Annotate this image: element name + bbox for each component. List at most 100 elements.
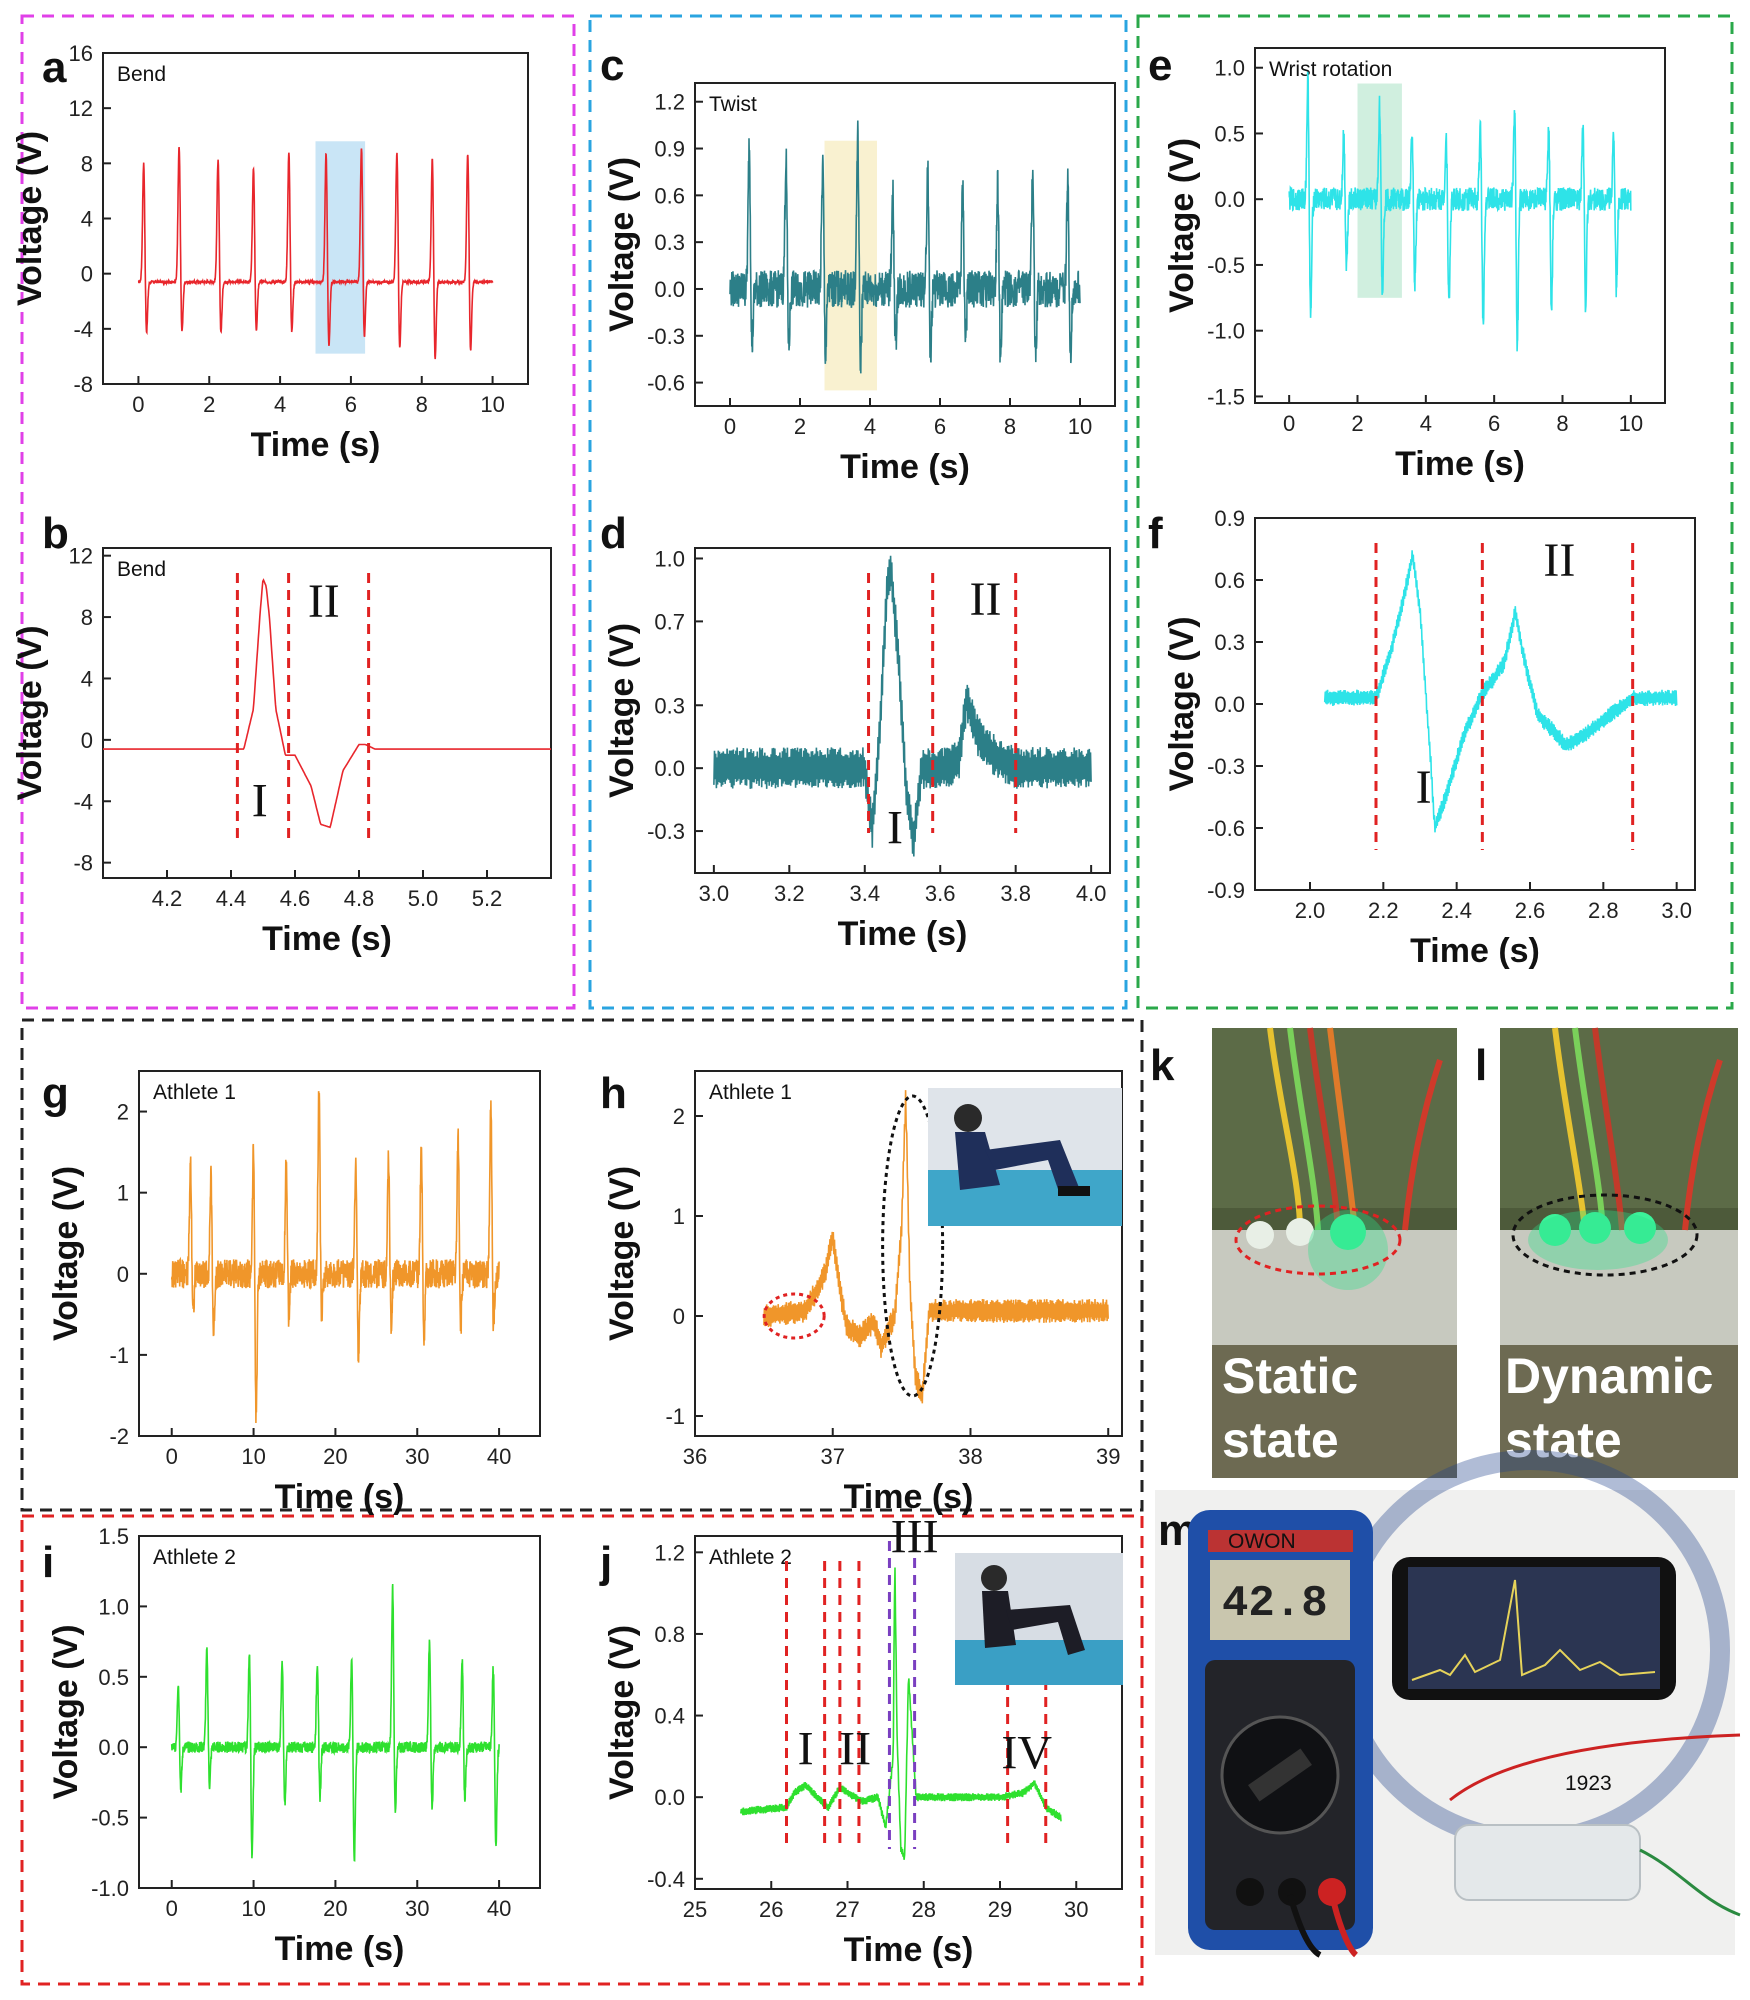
y-tick-label: 0.4 <box>654 1704 685 1729</box>
x-tick-label: 6 <box>345 392 357 417</box>
photo-l: l Dynamic state <box>1475 1027 1738 1478</box>
series-line <box>170 1583 500 1862</box>
y-tick-label: 0.5 <box>1214 121 1245 146</box>
series-line <box>740 1567 1062 1860</box>
plot-frame <box>694 1070 1123 1437</box>
phase-label: IV <box>1001 1727 1052 1780</box>
y-tick-label: -8 <box>73 851 93 876</box>
x-tick-label: 4.0 <box>1076 881 1107 906</box>
photo-l-text-2: state <box>1505 1412 1622 1468</box>
y-tick-label: 1 <box>673 1204 685 1229</box>
y-tick-label: -0.6 <box>647 371 685 396</box>
y-tick-label: 4 <box>81 666 93 691</box>
panel-label-b: b <box>42 509 69 558</box>
x-axis-label: Time (s) <box>844 1931 974 1969</box>
phase-label: II <box>970 573 1002 626</box>
y-tick-label: -1.0 <box>1207 319 1245 344</box>
panel-label-k: k <box>1150 1041 1175 1090</box>
plot-frame <box>138 1070 541 1437</box>
x-axis-label: Time (s) <box>840 448 970 486</box>
series-line <box>137 146 494 360</box>
x-tick-label: 8 <box>1004 414 1016 439</box>
x-tick-label: 4 <box>864 414 876 439</box>
x-tick-label: 20 <box>323 1896 347 1921</box>
group-box-ab <box>20 14 576 1010</box>
y-tick-label: 0.7 <box>654 609 685 634</box>
x-tick-label: 20 <box>323 1444 347 1469</box>
y-tick-label: 0.8 <box>654 1622 685 1647</box>
y-tick-label: 1 <box>117 1181 129 1206</box>
peak-region-ellipse <box>881 1094 945 1398</box>
x-tick-label: 4.2 <box>152 886 183 911</box>
y-tick-label: 0 <box>81 728 93 753</box>
photo-k-text-1: Static <box>1222 1348 1358 1404</box>
y-tick-label: -0.3 <box>647 324 685 349</box>
panel-label-e: e <box>1148 41 1172 90</box>
y-tick-label: -0.6 <box>1207 816 1245 841</box>
y-tick-label: 1.0 <box>654 546 685 571</box>
x-axis-label: Time (s) <box>262 920 392 958</box>
group-box-ef <box>1136 14 1734 1010</box>
y-tick-label: -2 <box>109 1424 129 1449</box>
x-tick-label: 4.8 <box>344 886 375 911</box>
y-tick-label: 16 <box>69 41 93 66</box>
chart-f: f -0.9 -0.6 -0.3 0.0 0.3 0.6 0.9 2.0 2.2 2.4 2.6 2.8… <box>1148 506 1696 970</box>
x-axis-label: Time (s) <box>251 426 381 464</box>
y-tick-label: -0.5 <box>91 1806 129 1831</box>
y-tick-label: -8 <box>73 372 93 397</box>
y-axis-label: Voltage (V) <box>47 1166 85 1341</box>
y-tick-label: -1.5 <box>1207 384 1245 409</box>
x-tick-label: 30 <box>405 1896 429 1921</box>
x-axis-label: Time (s) <box>275 1930 405 1968</box>
chart-d: d -0.3 0.0 0.3 0.7 1.0 3.0 3.2 3.4 3.6 3.8 4.0 Time … <box>600 509 1111 953</box>
x-tick-label: 0 <box>166 1896 178 1921</box>
y-axis-label: Voltage (V) <box>603 1625 641 1800</box>
y-tick-label: 0.0 <box>1214 187 1245 212</box>
panel-label-l: l <box>1475 1041 1487 1090</box>
athlete2-photo-inset <box>955 1553 1123 1685</box>
y-tick-label: 12 <box>69 96 93 121</box>
x-tick-label: 4 <box>274 392 286 417</box>
x-axis-label: Time (s) <box>844 1478 974 1516</box>
x-tick-label: 2 <box>794 414 806 439</box>
series-line <box>170 1091 500 1424</box>
panel-label-g: g <box>42 1069 69 1118</box>
highlight-region <box>315 141 366 354</box>
x-tick-label: 8 <box>1556 411 1568 436</box>
chart-j: j -0.4 0.0 0.4 0.8 1.2 25 26 27 28 29 30 Time (s) Vol… <box>599 1510 1123 1969</box>
y-axis-label: Voltage (V) <box>603 157 641 332</box>
y-tick-label: 0 <box>81 262 93 287</box>
x-axis-label: Time (s) <box>1395 445 1525 483</box>
plot-frame <box>102 547 552 879</box>
y-tick-label: -1 <box>665 1404 685 1429</box>
y-tick-label: -0.5 <box>1207 253 1245 278</box>
y-tick-label: 0.0 <box>654 756 685 781</box>
photo-k-text-2: state <box>1222 1412 1339 1468</box>
phase-label: I <box>798 1723 814 1776</box>
x-tick-label: 5.2 <box>472 886 503 911</box>
x-tick-label: 28 <box>912 1897 936 1922</box>
x-tick-label: 10 <box>480 392 504 417</box>
chart-caption: Athlete 2 <box>709 1546 792 1569</box>
x-tick-label: 3.6 <box>925 881 956 906</box>
panel-label-j: j <box>599 1538 612 1587</box>
y-tick-label: 12 <box>69 544 93 569</box>
x-tick-label: 26 <box>759 1897 783 1922</box>
x-tick-label: 5.0 <box>408 886 439 911</box>
photo-k: k Static state <box>1150 1027 1457 1478</box>
x-tick-label: 40 <box>487 1444 511 1469</box>
chart-caption: Bend <box>117 63 166 86</box>
y-tick-label: 1.0 <box>98 1594 129 1619</box>
x-tick-label: 40 <box>487 1896 511 1921</box>
y-tick-label: 0.3 <box>654 230 685 255</box>
panel-label-f: f <box>1148 509 1163 558</box>
group-box-ij <box>20 1514 1144 1986</box>
y-tick-label: 0 <box>673 1304 685 1329</box>
y-tick-label: -4 <box>73 317 93 342</box>
y-tick-label: 1.2 <box>654 1540 685 1565</box>
group-box-cd <box>588 14 1128 1010</box>
x-tick-label: 4 <box>1420 411 1432 436</box>
x-tick-label: 27 <box>835 1897 859 1922</box>
y-tick-label: 4 <box>81 207 93 232</box>
